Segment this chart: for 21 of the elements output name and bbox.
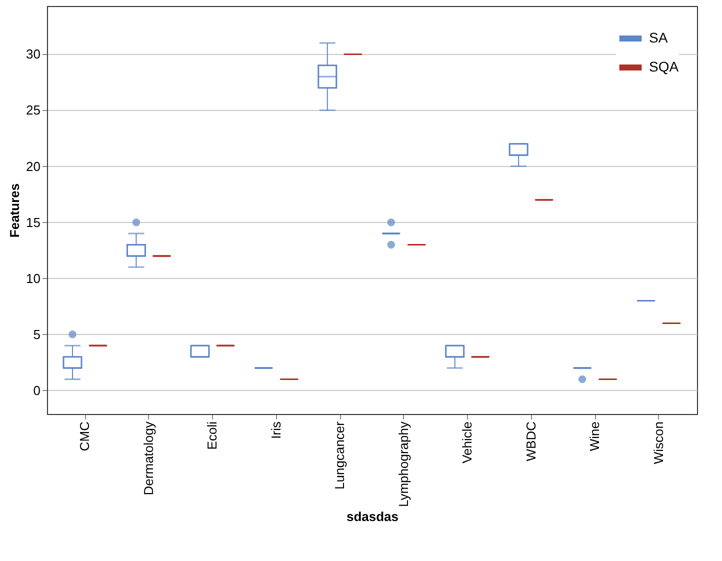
x-tick-label: CMC xyxy=(77,422,92,452)
x-tick-label: WBDC xyxy=(523,422,538,462)
x-tick-label: Iris xyxy=(268,421,284,439)
x-tick-label: Ecoli xyxy=(204,421,220,450)
y-tick-label: 25 xyxy=(26,102,40,118)
y-tick-label: 20 xyxy=(26,158,40,174)
x-tick-label: Wiscon xyxy=(650,422,666,464)
x-axis-title: sdasdas xyxy=(346,509,399,524)
legend-label: SQA xyxy=(649,58,680,74)
x-tick-label: Lymphography xyxy=(396,421,411,508)
x-tick-label: Lungcancer xyxy=(332,420,348,490)
y-tick-label: 0 xyxy=(33,382,40,398)
x-tick-label: Vehicle xyxy=(460,422,475,464)
y-tick-label: 30 xyxy=(26,46,40,62)
x-tick-label: Wine xyxy=(587,422,602,452)
x-tick-label: Dermatology xyxy=(140,421,156,496)
y-tick-label: 15 xyxy=(26,214,40,230)
legend-label: SA xyxy=(649,30,668,46)
y-tick-label: 10 xyxy=(26,270,40,286)
y-tick-label: 5 xyxy=(33,326,40,342)
y-axis-title: Features xyxy=(7,183,22,238)
